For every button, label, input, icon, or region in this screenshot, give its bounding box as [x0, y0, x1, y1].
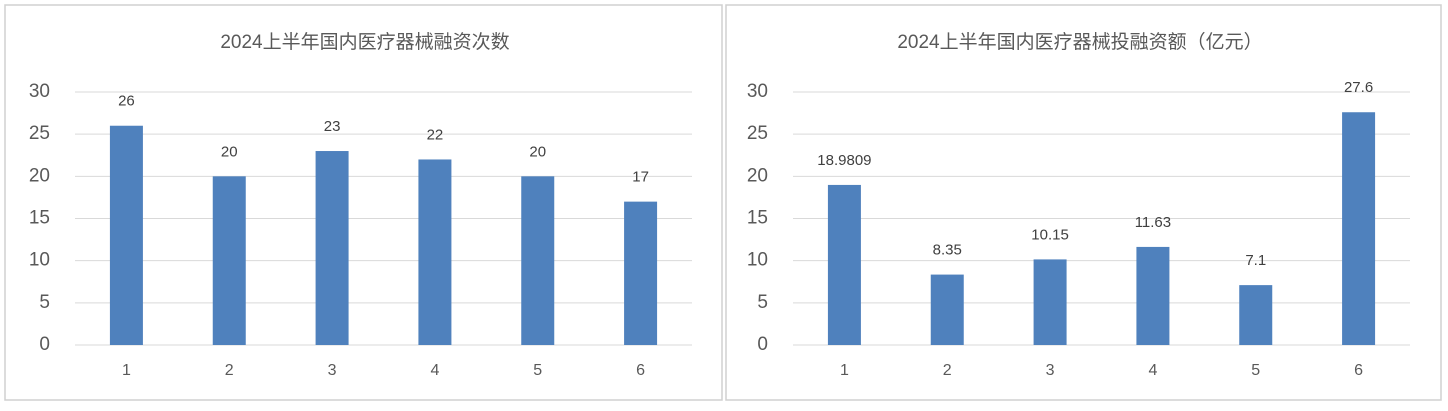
bar: [212, 176, 246, 345]
bar: [1239, 285, 1273, 345]
y-tick-label: 20: [747, 165, 768, 186]
x-tick-label: 4: [1148, 362, 1157, 379]
x-tick-label: 3: [328, 362, 337, 379]
data-label: 20: [221, 143, 238, 160]
x-tick-label: 5: [1251, 362, 1260, 379]
y-tick-label: 5: [39, 292, 50, 313]
y-tick-label: 30: [29, 81, 50, 102]
bar: [521, 176, 555, 345]
bar: [109, 125, 143, 345]
data-label: 11.63: [1135, 214, 1171, 231]
y-tick-label: 10: [29, 250, 50, 271]
y-tick-label: 15: [747, 208, 768, 229]
y-tick-label: 10: [747, 250, 768, 271]
y-tick-label: 5: [757, 292, 768, 313]
y-tick-label: 0: [757, 334, 768, 355]
x-tick-label: 1: [840, 362, 849, 379]
x-tick-label: 6: [1354, 362, 1363, 379]
bar: [624, 201, 658, 345]
data-label: 23: [324, 118, 341, 135]
x-tick-label: 3: [1046, 362, 1055, 379]
bar: [418, 159, 452, 345]
bar: [1033, 259, 1067, 345]
x-tick-label: 2: [943, 362, 952, 379]
y-tick-label: 0: [39, 334, 50, 355]
bar: [315, 151, 349, 345]
y-tick-label: 25: [29, 123, 50, 144]
data-label: 10.15: [1031, 226, 1069, 243]
y-tick-label: 15: [29, 208, 50, 229]
data-label: 17: [632, 169, 649, 186]
x-tick-label: 6: [636, 362, 645, 379]
y-tick-label: 20: [29, 165, 50, 186]
data-label: 27.6: [1344, 79, 1373, 96]
data-label: 8.35: [933, 242, 962, 259]
data-label: 22: [427, 126, 444, 143]
bar: [827, 184, 861, 345]
bar: [930, 274, 964, 345]
y-tick-label: 25: [747, 123, 768, 144]
chart-title: 2024上半年国内医疗器械投融资额（亿元）: [897, 31, 1262, 53]
bar: [1342, 112, 1376, 346]
data-label: 20: [529, 143, 546, 160]
bar: [1136, 246, 1170, 345]
x-tick-label: 2: [225, 362, 234, 379]
x-tick-label: 4: [430, 362, 439, 379]
data-label: 26: [118, 93, 135, 110]
x-tick-label: 5: [533, 362, 542, 379]
chart-title: 2024上半年国内医疗器械融资次数: [220, 31, 509, 53]
y-tick-label: 30: [747, 81, 768, 102]
data-label: 7.1: [1245, 252, 1266, 269]
data-label: 18.9809: [817, 152, 871, 169]
x-tick-label: 1: [122, 362, 131, 379]
